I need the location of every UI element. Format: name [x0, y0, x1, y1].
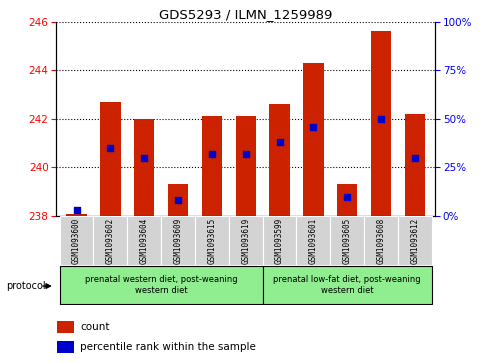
- Bar: [329, 216, 364, 265]
- Bar: [303, 63, 323, 216]
- Bar: [161, 216, 195, 265]
- Bar: [134, 119, 154, 216]
- Bar: [167, 184, 188, 216]
- Bar: [262, 266, 431, 304]
- Bar: [235, 117, 255, 216]
- Text: protocol: protocol: [6, 281, 45, 291]
- Bar: [296, 216, 329, 265]
- Bar: [202, 117, 222, 216]
- Text: GSM1093599: GSM1093599: [274, 217, 284, 264]
- Bar: [127, 216, 161, 265]
- Text: GSM1093600: GSM1093600: [72, 217, 81, 264]
- Bar: [336, 184, 357, 216]
- Title: GDS5293 / ILMN_1259989: GDS5293 / ILMN_1259989: [159, 8, 332, 21]
- Point: [73, 207, 81, 213]
- Bar: [262, 216, 296, 265]
- Point: [207, 151, 215, 157]
- Bar: [66, 213, 86, 216]
- Point: [241, 151, 249, 157]
- Bar: [228, 216, 262, 265]
- Text: count: count: [80, 322, 109, 332]
- Point: [343, 193, 350, 199]
- Point: [309, 124, 317, 130]
- Bar: [404, 114, 424, 216]
- Text: prenatal low-fat diet, post-weaning
western diet: prenatal low-fat diet, post-weaning west…: [273, 274, 420, 295]
- Text: GSM1093604: GSM1093604: [140, 217, 148, 264]
- Bar: [364, 216, 397, 265]
- Bar: [269, 104, 289, 216]
- Point: [106, 145, 114, 151]
- Point: [140, 155, 148, 160]
- Text: GSM1093602: GSM1093602: [106, 217, 115, 264]
- Text: prenatal western diet, post-weaning
western diet: prenatal western diet, post-weaning west…: [84, 274, 237, 295]
- Point: [174, 197, 182, 203]
- Text: GSM1093612: GSM1093612: [409, 217, 419, 264]
- Text: GSM1093615: GSM1093615: [207, 217, 216, 264]
- Bar: [57, 321, 74, 333]
- Text: GSM1093601: GSM1093601: [308, 217, 317, 264]
- Bar: [60, 266, 262, 304]
- Point: [275, 139, 283, 145]
- Bar: [57, 341, 74, 352]
- Text: GSM1093619: GSM1093619: [241, 217, 250, 264]
- Bar: [397, 216, 431, 265]
- Bar: [60, 216, 93, 265]
- Text: percentile rank within the sample: percentile rank within the sample: [80, 342, 256, 352]
- Text: GSM1093609: GSM1093609: [173, 217, 182, 264]
- Point: [410, 155, 418, 160]
- Bar: [100, 102, 120, 216]
- Point: [376, 116, 384, 122]
- Text: GSM1093605: GSM1093605: [342, 217, 351, 264]
- Bar: [195, 216, 228, 265]
- Text: GSM1093608: GSM1093608: [376, 217, 385, 264]
- Bar: [93, 216, 127, 265]
- Bar: [370, 32, 390, 216]
